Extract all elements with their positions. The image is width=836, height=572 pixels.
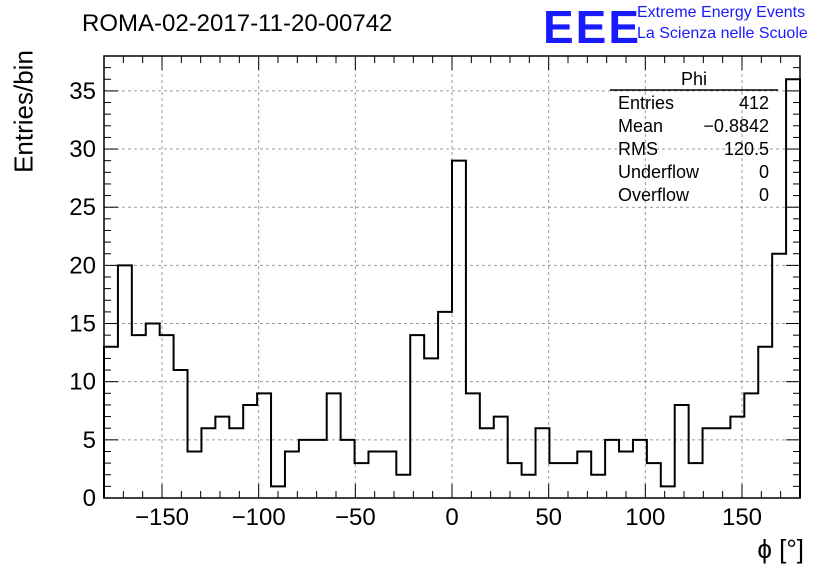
axis-ticks (103, 55, 801, 499)
y-axis-label: Entries/bin (8, 50, 39, 173)
histogram-bin (536, 428, 550, 498)
x-tick-label: −50 (335, 504, 376, 531)
histogram-bin (174, 370, 188, 498)
histogram-bin (341, 440, 355, 498)
stats-value-underflow: 0 (759, 162, 769, 182)
stats-value-overflow: 0 (759, 185, 769, 205)
histogram-bin (452, 161, 466, 498)
y-tick-label: 30 (69, 136, 96, 163)
histogram-bin (619, 451, 633, 498)
stats-label-entries: Entries (618, 93, 674, 113)
y-tick-label: 35 (69, 78, 96, 105)
histogram-bin (661, 486, 675, 498)
histogram-bin (438, 312, 452, 498)
x-axis-label: ϕ [°] (757, 534, 804, 564)
stats-label-overflow: Overflow (618, 185, 690, 205)
histogram-bin (633, 440, 647, 498)
histogram-bin (215, 417, 229, 498)
eee-logo: EEE (543, 1, 642, 53)
x-tick-label: 100 (625, 504, 665, 531)
y-tick-label: 20 (69, 252, 96, 279)
histogram-bin (716, 428, 730, 498)
y-tick-label: 5 (83, 427, 96, 454)
histogram-bin (494, 417, 508, 498)
y-tick-label: 0 (83, 485, 96, 512)
x-tick-label: 50 (535, 504, 562, 531)
histogram-bin (424, 358, 438, 498)
y-tick-label: 15 (69, 311, 96, 338)
histogram-bin (675, 405, 689, 498)
histogram-bin (577, 451, 591, 498)
histogram-bin (466, 393, 480, 498)
x-tick-label: −100 (232, 504, 286, 531)
histogram-series (103, 78, 801, 498)
histogram-bin (132, 335, 146, 498)
histogram-bin (563, 463, 577, 498)
stats-label-rms: RMS (618, 139, 658, 159)
stats-box: Phi Entries 412 Mean −0.8842 RMS 120.5 U… (610, 69, 778, 205)
histogram-bin (591, 475, 605, 498)
histogram-bin (508, 463, 522, 498)
stats-value-rms: 120.5 (724, 139, 769, 159)
x-tick-label: 0 (445, 504, 458, 531)
histogram-bin (758, 347, 772, 498)
histogram-bin (299, 440, 313, 498)
histogram-bin (201, 428, 215, 498)
tick-labels: −150 −100 −50 0 50 100 150 0 5 10 15 20 25 30 35 (69, 78, 762, 531)
histogram-bin (605, 440, 619, 498)
histogram-bin (271, 486, 285, 498)
histogram-bin (744, 393, 758, 498)
histogram-bin (382, 451, 396, 498)
histogram-bin (410, 335, 424, 498)
histogram-bin (243, 405, 257, 498)
histogram-bin (368, 451, 382, 498)
chart-title: ROMA-02-2017-11-20-00742 (82, 10, 393, 37)
histogram-bin (313, 440, 327, 498)
histogram-bin (355, 463, 369, 498)
x-tick-label: 150 (722, 504, 762, 531)
histogram-bin (229, 428, 243, 498)
stats-value-mean: −0.8842 (703, 116, 769, 136)
histogram-bin (703, 428, 717, 498)
histogram-bin (730, 417, 744, 498)
histogram-bin (160, 335, 174, 498)
stats-label-mean: Mean (618, 116, 663, 136)
histogram-bin (188, 451, 202, 498)
stats-label-underflow: Underflow (618, 162, 700, 182)
histogram-bin (522, 475, 536, 498)
histogram-bin (327, 393, 341, 498)
logo-line-2: La Scienza nelle Scuole (637, 25, 808, 42)
y-tick-label: 25 (69, 194, 96, 221)
plot-frame (103, 55, 801, 499)
histogram-bin (285, 451, 299, 498)
histogram-bin (786, 79, 800, 498)
histogram-bin (118, 265, 132, 498)
histogram-bin (480, 428, 494, 498)
histogram-bin (689, 463, 703, 498)
histogram-bin (396, 475, 410, 498)
histogram-bin (772, 254, 786, 498)
logo-line-1: Extreme Energy Events (637, 4, 806, 21)
y-tick-label: 10 (69, 369, 96, 396)
histogram-bin (146, 324, 160, 498)
histogram-line (103, 78, 801, 498)
stats-title: Phi (681, 69, 707, 89)
histogram-bin (104, 347, 118, 498)
x-tick-label: −150 (135, 504, 189, 531)
histogram-bin (549, 463, 563, 498)
stats-value-entries: 412 (739, 93, 769, 113)
histogram-bin (257, 393, 271, 498)
histogram-bin (647, 463, 661, 498)
